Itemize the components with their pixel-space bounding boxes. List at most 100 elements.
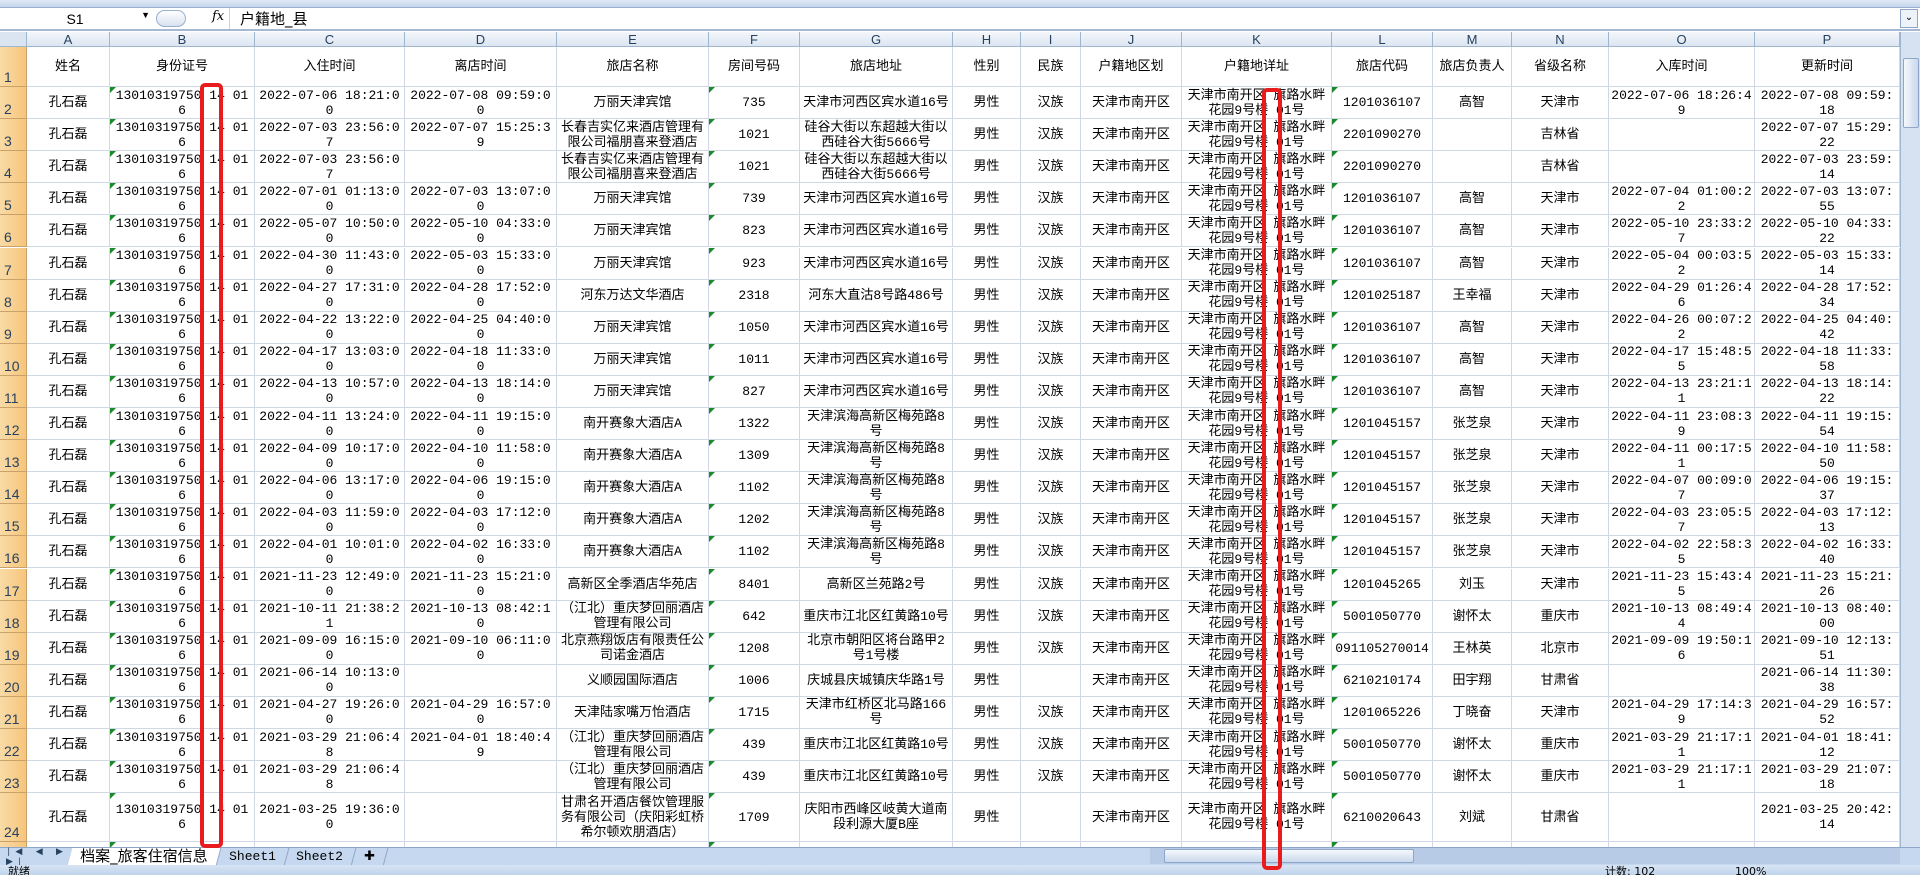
- table-cell[interactable]: 男性: [953, 600, 1021, 633]
- table-cell[interactable]: 天津市南开区 旗路水畔花园9号楼 01号: [1182, 600, 1332, 633]
- row-header-6[interactable]: 6: [0, 215, 27, 248]
- table-cell[interactable]: 南开赛象大酒店A: [557, 504, 709, 537]
- table-cell[interactable]: 天津市南开区 旗路水畔花园9号楼 01号: [1182, 247, 1332, 280]
- table-cell[interactable]: 2022-04-07 00:09:07: [1609, 472, 1755, 505]
- table-cell[interactable]: 王幸福: [1433, 279, 1512, 312]
- expand-formula-bar-icon[interactable]: ⌄: [1900, 9, 1918, 28]
- table-cell[interactable]: 男性: [953, 408, 1021, 441]
- table-cell[interactable]: 天津市南开区: [1081, 343, 1182, 376]
- table-cell[interactable]: 5001050770: [1332, 600, 1433, 633]
- table-cell[interactable]: 天津市南开区 旗路水畔花园9号楼 01号: [1182, 408, 1332, 441]
- table-cell[interactable]: 2021-04-29 16:57:00: [405, 696, 557, 729]
- table-cell[interactable]: [1609, 664, 1755, 697]
- table-cell[interactable]: 天津市南开区: [1081, 729, 1182, 762]
- table-cell[interactable]: 男性: [953, 183, 1021, 216]
- table-cell[interactable]: 2021-06-14 11:30:38: [1755, 664, 1900, 697]
- table-cell[interactable]: 天津滨海高新区梅苑路8号: [800, 408, 953, 441]
- table-cell[interactable]: 2022-04-03 17:12:13: [1755, 504, 1900, 537]
- table-cell[interactable]: 吉林省: [1512, 119, 1609, 152]
- header-cell[interactable]: 入库时间: [1609, 47, 1755, 87]
- table-cell[interactable]: 天津市南开区 旗路水畔花园9号楼 01号: [1182, 793, 1332, 843]
- table-cell[interactable]: 2022-05-07 10:50:00: [255, 215, 405, 248]
- horizontal-scroll-thumb[interactable]: [1164, 849, 1414, 863]
- table-cell[interactable]: 汉族: [1021, 504, 1081, 537]
- table-cell[interactable]: 天津市河西区宾水道16号: [800, 311, 953, 344]
- table-cell[interactable]: 男性: [953, 568, 1021, 601]
- table-cell[interactable]: 汉族: [1021, 408, 1081, 441]
- column-header-o[interactable]: O: [1609, 32, 1755, 47]
- row-header-24[interactable]: 24: [0, 793, 27, 843]
- table-cell[interactable]: 南开赛象大酒店A: [557, 408, 709, 441]
- row-header-15[interactable]: 15: [0, 504, 27, 537]
- table-cell[interactable]: 男性: [953, 279, 1021, 312]
- table-cell[interactable]: 1201045157: [1332, 440, 1433, 473]
- table-cell-partial[interactable]: [1512, 842, 1609, 847]
- table-cell[interactable]: 2022-04-06 19:15:37: [1755, 472, 1900, 505]
- table-cell[interactable]: 天津市: [1512, 247, 1609, 280]
- table-cell[interactable]: 重庆市江北区红黄路10号: [800, 761, 953, 794]
- table-cell[interactable]: 2021-10-11 21:38:21: [255, 600, 405, 633]
- table-cell[interactable]: [1609, 793, 1755, 843]
- table-cell[interactable]: 汉族: [1021, 215, 1081, 248]
- table-cell[interactable]: 6210210174: [1332, 664, 1433, 697]
- table-cell[interactable]: 男性: [953, 729, 1021, 762]
- row-header-23[interactable]: 23: [0, 761, 27, 794]
- table-cell-partial[interactable]: [1433, 842, 1512, 847]
- table-cell[interactable]: 13010319750 14 016: [110, 87, 255, 120]
- column-header-p[interactable]: P: [1755, 32, 1900, 47]
- table-cell[interactable]: 张芝泉: [1433, 408, 1512, 441]
- table-cell[interactable]: 天津市南开区 旗路水畔花园9号楼 01号: [1182, 632, 1332, 665]
- table-cell[interactable]: 2021-04-27 19:26:00: [255, 696, 405, 729]
- table-cell[interactable]: 2021-04-01 18:41:12: [1755, 729, 1900, 762]
- table-cell[interactable]: 高智: [1433, 247, 1512, 280]
- table-cell[interactable]: 万丽天津宾馆: [557, 215, 709, 248]
- table-cell[interactable]: 男性: [953, 311, 1021, 344]
- table-cell[interactable]: 天津市南开区: [1081, 600, 1182, 633]
- row-header-9[interactable]: 9: [0, 311, 27, 344]
- row-header-21[interactable]: 21: [0, 696, 27, 729]
- table-cell[interactable]: 天津滨海高新区梅苑路8号: [800, 440, 953, 473]
- formula-oval-button[interactable]: [156, 10, 186, 27]
- row-header-11[interactable]: 11: [0, 375, 27, 408]
- table-cell[interactable]: 2021-10-13 08:40:00: [1755, 600, 1900, 633]
- table-cell[interactable]: 2022-04-03 17:12:00: [405, 504, 557, 537]
- table-cell[interactable]: 2022-04-10 11:58:50: [1755, 440, 1900, 473]
- table-cell[interactable]: 13010319750 14 016: [110, 761, 255, 794]
- table-cell[interactable]: 739: [709, 183, 800, 216]
- table-cell[interactable]: 2022-07-04 01:00:22: [1609, 183, 1755, 216]
- table-cell[interactable]: 天津市南开区: [1081, 632, 1182, 665]
- table-cell[interactable]: 孔石磊: [27, 568, 110, 601]
- fx-icon[interactable]: fx: [212, 9, 225, 24]
- table-cell[interactable]: 2022-04-02 16:33:00: [405, 536, 557, 569]
- table-cell[interactable]: 天津滨海高新区梅苑路8号: [800, 536, 953, 569]
- column-header-a[interactable]: A: [27, 32, 110, 47]
- table-cell[interactable]: 天津市南开区 旗路水畔花园9号楼 01号: [1182, 119, 1332, 152]
- table-cell[interactable]: 天津市河西区宾水道16号: [800, 375, 953, 408]
- table-cell[interactable]: 13010319750 14 016: [110, 215, 255, 248]
- formula-input[interactable]: 户籍地_县: [240, 10, 308, 28]
- table-cell[interactable]: 重庆市江北区红黄路10号: [800, 729, 953, 762]
- table-cell[interactable]: 天津市南开区: [1081, 247, 1182, 280]
- sheet-tab-archive[interactable]: 档案_旅客住宿信息: [67, 847, 221, 866]
- table-cell[interactable]: 2021-03-29 21:07:18: [1755, 761, 1900, 794]
- table-cell[interactable]: 汉族: [1021, 311, 1081, 344]
- table-cell[interactable]: 2022-07-08 09:59:00: [405, 87, 557, 120]
- table-cell[interactable]: 天津市: [1512, 215, 1609, 248]
- table-cell[interactable]: 天津市南开区: [1081, 183, 1182, 216]
- table-cell[interactable]: 2022-04-29 01:26:46: [1609, 279, 1755, 312]
- table-cell[interactable]: 天津市: [1512, 408, 1609, 441]
- table-cell[interactable]: 827: [709, 375, 800, 408]
- table-cell[interactable]: 2201090270: [1332, 151, 1433, 184]
- table-cell[interactable]: 天津滨海高新区梅苑路8号: [800, 472, 953, 505]
- table-cell[interactable]: 天津市南开区 旗路水畔花园9号楼 01号: [1182, 311, 1332, 344]
- table-cell[interactable]: 13010319750 14 016: [110, 279, 255, 312]
- table-cell[interactable]: 甘肃名开酒店餐饮管理服务有限公司（庆阳彩虹桥希尔顿欢朋酒店）: [557, 793, 709, 843]
- table-cell[interactable]: 2021-03-25 19:36:00: [255, 793, 405, 843]
- table-cell[interactable]: 天津市: [1512, 568, 1609, 601]
- table-cell[interactable]: 汉族: [1021, 247, 1081, 280]
- table-cell[interactable]: 2021-06-14 10:13:00: [255, 664, 405, 697]
- table-cell[interactable]: 天津市南开区: [1081, 472, 1182, 505]
- table-cell[interactable]: [1609, 119, 1755, 152]
- table-cell-partial[interactable]: [1182, 842, 1332, 847]
- row-header-14[interactable]: 14: [0, 472, 27, 505]
